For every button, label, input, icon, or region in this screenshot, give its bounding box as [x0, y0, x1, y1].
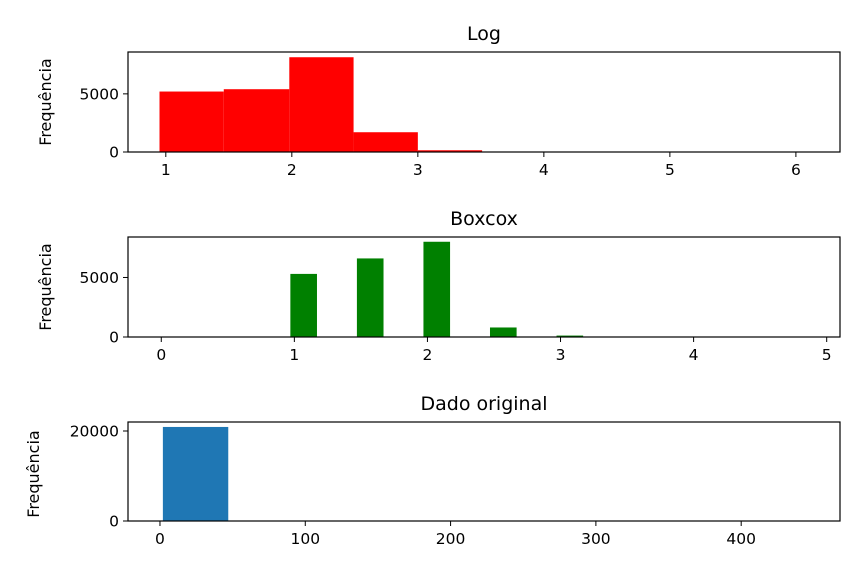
x-tick-label: 4: [689, 346, 699, 364]
histogram-bar: [489, 327, 517, 337]
y-tick-label: 0: [109, 513, 119, 531]
x-tick-label: 1: [161, 161, 171, 179]
x-tick-label: 3: [413, 161, 423, 179]
panel-boxcox: Boxcox Frequência 0 1 2 3 4 5 0 5000: [36, 208, 841, 364]
x-tick-label: 5: [665, 161, 675, 179]
y-tick-label: 0: [109, 144, 119, 162]
histogram-bar: [423, 241, 451, 337]
x-tick-label: 3: [556, 346, 566, 364]
histogram-bar: [290, 273, 317, 337]
y-tick-label: 5000: [80, 85, 119, 103]
panel-dado-original: Dado original Frequência 0 100 200 300 400 0 2…: [24, 393, 841, 549]
y-axis-label: Frequência: [36, 243, 55, 330]
histogram-bar: [417, 150, 483, 152]
x-tick-label: 200: [436, 530, 466, 548]
x-tick-label: 2: [287, 161, 297, 179]
axes-frame: [127, 236, 841, 338]
x-tick-label: 0: [156, 346, 166, 364]
bars: [159, 57, 806, 152]
y-axis-label: Frequência: [24, 430, 43, 517]
bars: [290, 241, 783, 337]
x-tick-label: 100: [290, 530, 320, 548]
x-tick-label: 0: [155, 530, 165, 548]
panel-title: Dado original: [420, 393, 547, 415]
histogram-bar: [556, 335, 584, 337]
panel-title: Log: [467, 23, 501, 45]
x-tick-label: 1: [289, 346, 299, 364]
x-tick-label: 2: [423, 346, 433, 364]
axes-frame: [127, 51, 841, 153]
y-axis-label: Frequência: [36, 58, 55, 145]
ticks: 0 1 2 3 4 5 0 5000: [80, 269, 832, 364]
x-tick-label: 300: [581, 530, 611, 548]
x-tick-label: 400: [726, 530, 756, 548]
x-tick-label: 6: [791, 161, 801, 179]
histogram-bar: [159, 91, 224, 152]
histogram-bar: [356, 258, 384, 337]
ticks: 1 2 3 4 5 6 0 5000: [80, 85, 801, 179]
y-tick-label: 0: [109, 329, 119, 347]
histogram-bar: [162, 426, 229, 521]
histogram-bar: [353, 132, 418, 152]
histogram-bar: [223, 89, 290, 152]
panel-log: Log Frequência 1 2 3 4 5 6 0 5000: [36, 23, 841, 179]
axes-frame: [127, 421, 841, 522]
y-tick-label: 5000: [80, 269, 119, 287]
y-tick-label: 20000: [70, 423, 119, 441]
x-tick-label: 5: [822, 346, 832, 364]
panel-title: Boxcox: [450, 208, 518, 230]
x-tick-label: 4: [539, 161, 549, 179]
histogram-bar: [289, 57, 354, 152]
bars: [162, 426, 817, 521]
ticks: 0 100 200 300 400 0 20000: [70, 423, 756, 549]
